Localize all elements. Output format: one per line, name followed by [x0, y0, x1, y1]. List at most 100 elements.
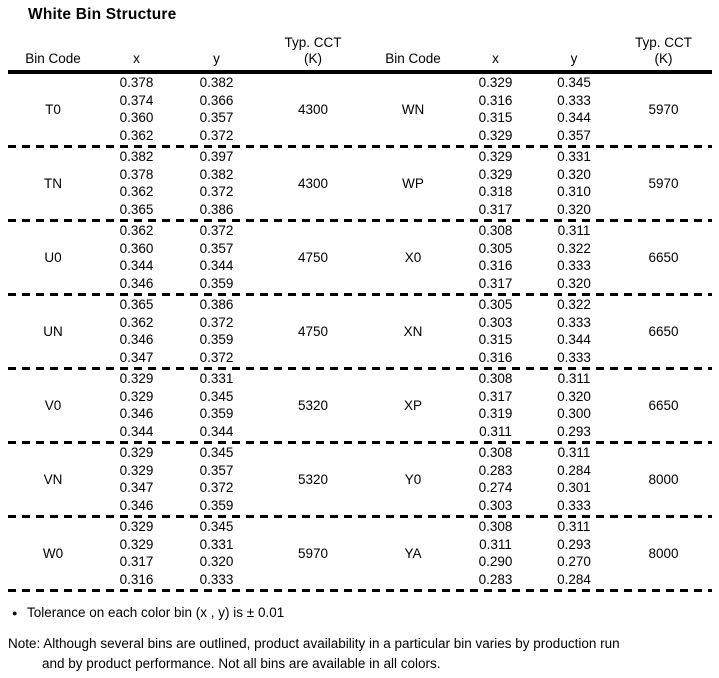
- row-divider-cell: [8, 514, 712, 518]
- x-values-cell: 0.308 0.311 0.290 0.283: [458, 518, 533, 588]
- x-values-cell: 0.365 0.362 0.346 0.347: [98, 296, 175, 366]
- y-value: 0.322: [557, 240, 591, 256]
- x-values-cell: 0.329 0.329 0.317 0.316: [98, 518, 175, 588]
- y-value: 0.372: [199, 314, 234, 330]
- x-value: 0.274: [478, 480, 513, 495]
- cct-cell: 8000: [648, 545, 679, 561]
- cct-cell: 4300: [297, 175, 329, 191]
- table-body: T0 0.378 0.374 0.360 0.362 0.382 0.366 0.357 0.3…: [8, 74, 712, 592]
- cct-cell: 5970: [297, 545, 329, 561]
- y-value: 0.344: [199, 423, 234, 439]
- bin-code-cell: YA: [404, 545, 422, 561]
- x-value: 0.329: [119, 371, 154, 386]
- x-value: 0.344: [119, 258, 154, 273]
- x-value: 0.346: [119, 275, 154, 291]
- bin-code-cell: W0: [42, 545, 64, 561]
- cct-cell: 6650: [648, 397, 679, 413]
- x-value: 0.319: [478, 406, 513, 421]
- row-divider: [8, 219, 712, 222]
- y-value: 0.284: [557, 571, 591, 587]
- x-values-cell: 0.308 0.305 0.316 0.317: [458, 222, 533, 292]
- table-row: W0 0.329 0.329 0.317 0.316 0.345 0.331 0.320 0.3…: [8, 518, 712, 588]
- x-value: 0.317: [119, 554, 154, 569]
- row-divider-cell: [8, 292, 712, 296]
- y-values-cell: 0.382 0.366 0.357 0.372: [175, 74, 258, 144]
- row-divider-row: [8, 292, 712, 296]
- x-value: 0.318: [478, 184, 513, 199]
- y-value: 0.359: [199, 406, 234, 421]
- x-value: 0.317: [478, 201, 513, 217]
- y-values-cell: 0.372 0.357 0.344 0.359: [175, 222, 258, 292]
- x-value: 0.329: [478, 75, 513, 90]
- row-divider-cell: [8, 144, 712, 148]
- y-value: 0.300: [557, 406, 591, 421]
- x-value: 0.365: [119, 201, 154, 217]
- bin-code-cell: XN: [403, 323, 423, 339]
- y-value: 0.333: [557, 314, 591, 330]
- cct-cell: 5970: [648, 175, 679, 191]
- x-values-cell: 0.329 0.329 0.318 0.317: [458, 148, 533, 218]
- x-value: 0.362: [119, 223, 154, 238]
- header-divider: [8, 70, 712, 74]
- y-value: 0.333: [557, 92, 591, 108]
- x-value: 0.378: [119, 166, 154, 182]
- bin-code-cell: U0: [44, 249, 62, 265]
- y-value: 0.293: [557, 423, 591, 439]
- y-value: 0.372: [199, 184, 234, 199]
- x-value: 0.317: [478, 388, 513, 404]
- row-divider-cell: [8, 440, 712, 444]
- cct-cell: 5320: [297, 397, 329, 413]
- row-divider: [8, 145, 712, 148]
- table-row: UN 0.365 0.362 0.346 0.347 0.386 0.372 0.359 0.3…: [8, 296, 712, 366]
- column-header-bin-code: Bin Code: [385, 51, 441, 66]
- x-value: 0.311: [479, 536, 512, 552]
- table-row: V0 0.329 0.329 0.346 0.344 0.331 0.345 0.359 0.3…: [8, 370, 712, 440]
- y-value: 0.344: [557, 332, 591, 347]
- cct-cell: 8000: [648, 471, 679, 487]
- y-values-cell: 0.345 0.331 0.320 0.333: [175, 518, 258, 588]
- x-values-cell: 0.329 0.329 0.346 0.344: [98, 370, 175, 440]
- y-values-cell: 0.331 0.320 0.310 0.320: [533, 148, 615, 218]
- x-values-cell: 0.329 0.316 0.315 0.329: [458, 74, 533, 144]
- y-value: 0.382: [199, 166, 234, 182]
- x-value: 0.362: [119, 184, 154, 199]
- y-value: 0.310: [557, 184, 591, 199]
- x-value: 0.308: [478, 223, 513, 238]
- x-values-cell: 0.329 0.329 0.347 0.346: [98, 444, 175, 514]
- x-value: 0.360: [119, 240, 154, 256]
- x-value: 0.382: [119, 149, 154, 164]
- note-line-2: and by product performance. Not all bins…: [42, 656, 441, 671]
- row-divider-row: [8, 514, 712, 518]
- y-value: 0.322: [557, 297, 591, 312]
- x-value: 0.360: [119, 110, 154, 125]
- y-value: 0.359: [199, 332, 234, 347]
- y-value: 0.372: [199, 480, 234, 495]
- x-value: 0.303: [478, 497, 513, 513]
- x-value: 0.346: [119, 406, 154, 421]
- y-values-cell: 0.397 0.382 0.372 0.386: [175, 148, 258, 218]
- cct-cell: 6650: [648, 323, 679, 339]
- x-value: 0.347: [119, 349, 154, 365]
- y-value: 0.333: [557, 349, 591, 365]
- y-value: 0.320: [199, 554, 234, 569]
- x-value: 0.329: [119, 445, 154, 460]
- table-row: VN 0.329 0.329 0.347 0.346 0.345 0.357 0.372 0.3…: [8, 444, 712, 514]
- y-value: 0.311: [557, 445, 591, 460]
- white-bin-table: Bin Code x y Typ. CCT (K) Bin Code x y Ty…: [8, 28, 712, 592]
- column-header-bin-code: Bin Code: [25, 51, 81, 66]
- x-values-cell: 0.308 0.283 0.274 0.303: [458, 444, 533, 514]
- x-values-cell: 0.308 0.317 0.319 0.311: [458, 370, 533, 440]
- x-value: 0.329: [119, 462, 154, 478]
- y-values-cell: 0.311 0.322 0.333 0.320: [533, 222, 615, 292]
- y-value: 0.345: [199, 388, 234, 404]
- row-divider-cell: [8, 588, 712, 592]
- column-header-x: x: [492, 51, 499, 66]
- x-value: 0.329: [119, 388, 154, 404]
- x-value: 0.344: [119, 423, 154, 439]
- y-value: 0.311: [557, 519, 591, 534]
- row-divider-row: [8, 440, 712, 444]
- cct-cell: 4750: [297, 249, 329, 265]
- y-value: 0.320: [557, 275, 591, 291]
- y-value: 0.333: [557, 258, 591, 273]
